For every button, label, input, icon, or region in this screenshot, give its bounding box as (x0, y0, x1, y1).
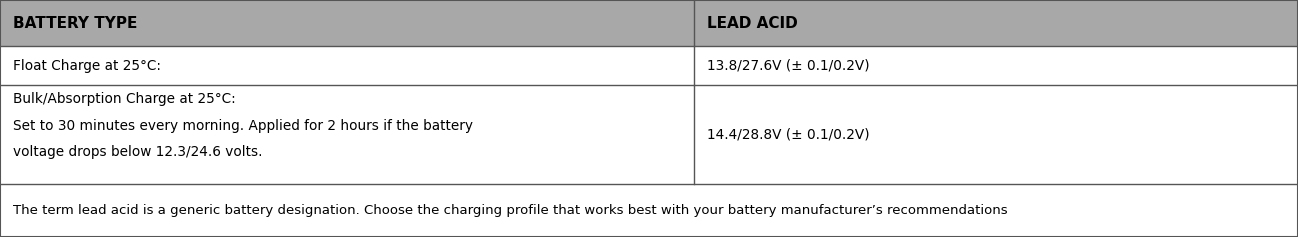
Text: Float Charge at 25°C:: Float Charge at 25°C: (13, 59, 161, 73)
Text: LEAD ACID: LEAD ACID (707, 16, 798, 31)
Text: Set to 30 minutes every morning. Applied for 2 hours if the battery: Set to 30 minutes every morning. Applied… (13, 119, 472, 133)
Text: 14.4/28.8V (± 0.1/0.2V): 14.4/28.8V (± 0.1/0.2V) (707, 128, 870, 141)
Text: voltage drops below 12.3/24.6 volts.: voltage drops below 12.3/24.6 volts. (13, 145, 262, 159)
Text: The term lead acid is a generic battery designation. Choose the charging profile: The term lead acid is a generic battery … (13, 204, 1007, 217)
Bar (0, 85, 1298, 184)
Text: Bulk/Absorption Charge at 25°C:: Bulk/Absorption Charge at 25°C: (13, 92, 236, 106)
Text: 13.8/27.6V (± 0.1/0.2V): 13.8/27.6V (± 0.1/0.2V) (707, 59, 870, 73)
Bar (0, 0, 1298, 46)
Text: BATTERY TYPE: BATTERY TYPE (13, 16, 138, 31)
Bar (0, 184, 1298, 237)
Bar (0, 46, 1298, 85)
